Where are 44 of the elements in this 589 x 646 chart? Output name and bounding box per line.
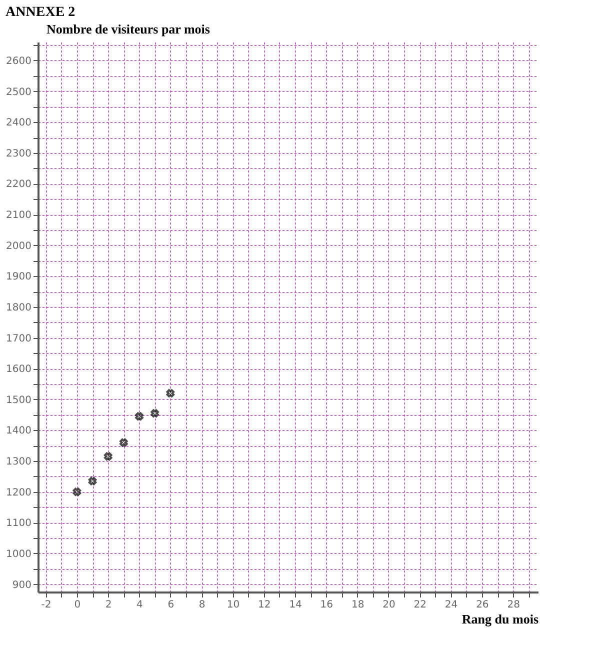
point: [104, 452, 112, 461]
x-tick-label: 14: [289, 600, 302, 610]
x-tick-label: 4: [136, 600, 143, 610]
x-tick-label: 6: [168, 600, 174, 610]
y-tick-label: 1300: [6, 456, 32, 468]
point: [135, 412, 144, 420]
y-tick-label: 2300: [6, 148, 32, 160]
x-tick-label: 12: [258, 600, 271, 610]
x-tick-label: 16: [320, 600, 334, 610]
y-tick-label: 1800: [6, 302, 32, 314]
y-tick-label: 1500: [6, 394, 32, 406]
x-tick-label: 2: [105, 600, 112, 610]
chart-title: ANNEXE 2: [6, 5, 76, 20]
point: [120, 438, 128, 447]
y-tick-label: 900: [12, 580, 32, 591]
x-tick-label: 0: [74, 600, 81, 610]
y-tick-label: 2400: [6, 118, 32, 129]
x-tick-label: 10: [226, 600, 240, 610]
x-tick-label: -2: [41, 600, 52, 610]
y-tick-label: 2000: [6, 240, 32, 252]
x-tick-label: 8: [198, 600, 206, 610]
y-tick-label: 1000: [6, 548, 32, 560]
x-tick-label: 18: [351, 600, 364, 610]
y-tick-label: 2500: [6, 86, 32, 98]
y-tick-label: 1700: [6, 333, 32, 344]
point: [72, 488, 82, 496]
x-tick-label: 20: [382, 600, 396, 610]
y-tick-label: 1600: [6, 364, 32, 376]
y-tick-label: 2200: [6, 179, 32, 190]
point: [150, 409, 159, 418]
y-tick-label: 1200: [6, 487, 32, 498]
point: [88, 476, 97, 486]
x-tick-label: 22: [414, 600, 426, 610]
x-tick-label: 28: [507, 600, 520, 610]
y-tick-label: 1900: [6, 272, 32, 283]
y-tick-label: 1400: [6, 426, 32, 437]
y-axis-title: Nombre de visiteurs par mois: [46, 22, 210, 36]
point: [166, 389, 175, 398]
y-tick-label: 2100: [6, 210, 32, 222]
x-axis-title: Rang du mois: [462, 612, 538, 626]
y-tick-label: 1100: [6, 518, 32, 530]
x-tick-label: 24: [444, 600, 458, 610]
x-tick-label: 26: [476, 600, 489, 610]
y-tick-label: 2600: [6, 56, 32, 67]
